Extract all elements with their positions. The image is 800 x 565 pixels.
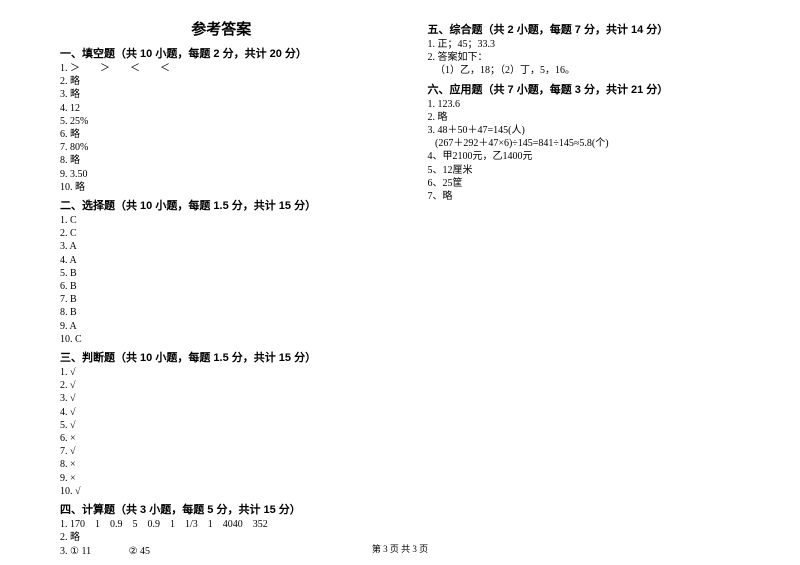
section-1-head: 一、填空题（共 10 小题，每题 2 分，共计 20 分）	[60, 45, 383, 61]
answer-line: 6. 略	[60, 128, 383, 141]
answer-line: 5. 25%	[60, 115, 383, 128]
answer-line: 2. √	[60, 379, 383, 392]
answer-line: 1. 123.6	[428, 98, 751, 111]
section-2-head: 二、选择题（共 10 小题，每题 1.5 分，共计 15 分）	[60, 197, 383, 213]
answer-line: 10. C	[60, 333, 383, 346]
section-4-head: 四、计算题（共 3 小题，每题 5 分，共计 15 分）	[60, 501, 383, 517]
answer-line: 5、12厘米	[428, 164, 751, 177]
answer-line: 2. 略	[428, 111, 751, 124]
answer-line: 6、25筐	[428, 177, 751, 190]
answer-line: 1. √	[60, 366, 383, 379]
answer-line: 7. √	[60, 445, 383, 458]
section-6-head: 六、应用题（共 7 小题，每题 3 分，共计 21 分）	[428, 81, 751, 97]
answer-line: 7. 80%	[60, 141, 383, 154]
answer-line: 4、甲2100元，乙1400元	[428, 150, 751, 163]
answer-line: 3. 48＋50＋47=145(人)	[428, 124, 751, 137]
answer-line: 2. C	[60, 227, 383, 240]
answer-line: 10. √	[60, 485, 383, 498]
answer-line: 7. B	[60, 293, 383, 306]
page-footer: 第 3 页 共 3 页	[0, 542, 800, 555]
answer-line: （1）乙，18；（2）丁，5，16。	[428, 64, 751, 77]
section-3-head: 三、判断题（共 10 小题，每题 1.5 分，共计 15 分）	[60, 349, 383, 365]
answer-line: 3. 略	[60, 88, 383, 101]
answer-line: 8. 略	[60, 154, 383, 167]
left-column: 参考答案 一、填空题（共 10 小题，每题 2 分，共计 20 分） 1. ＞ …	[60, 18, 383, 558]
answer-line: 4. √	[60, 406, 383, 419]
answer-line: 2. 答案如下：	[428, 51, 751, 64]
answer-line: (267＋292＋47×6)÷145=841÷145≈5.8(个)	[428, 137, 751, 150]
right-column: 五、综合题（共 2 小题，每题 7 分，共计 14 分） 1. 正；45；33.…	[428, 18, 751, 558]
answer-line: 2. 略	[60, 75, 383, 88]
answer-line: 8. ×	[60, 458, 383, 471]
answer-line: 9. ×	[60, 472, 383, 485]
answer-key-page: 参考答案 一、填空题（共 10 小题，每题 2 分，共计 20 分） 1. ＞ …	[0, 0, 800, 565]
answer-line: 9. A	[60, 320, 383, 333]
answer-line: 3. √	[60, 392, 383, 405]
answer-line: 5. B	[60, 267, 383, 280]
answer-line: 6. B	[60, 280, 383, 293]
answer-line: 9. 3.50	[60, 168, 383, 181]
answer-line: 4. 12	[60, 102, 383, 115]
answer-line: 1. 正；45；33.3	[428, 38, 751, 51]
answer-line: 4. A	[60, 254, 383, 267]
answer-line: 6. ×	[60, 432, 383, 445]
answer-line: 7、略	[428, 190, 751, 203]
section-5-head: 五、综合题（共 2 小题，每题 7 分，共计 14 分）	[428, 21, 751, 37]
answer-line: 1. 170 1 0.9 5 0.9 1 1/3 1 4040 352	[60, 518, 383, 531]
page-title: 参考答案	[60, 18, 383, 39]
answer-line: 8. B	[60, 306, 383, 319]
two-column-layout: 参考答案 一、填空题（共 10 小题，每题 2 分，共计 20 分） 1. ＞ …	[60, 18, 750, 558]
answer-line: 1. C	[60, 214, 383, 227]
answer-line: 10. 略	[60, 181, 383, 194]
answer-line: 5. √	[60, 419, 383, 432]
answer-line: 1. ＞ ＞ ＜ ＜	[60, 62, 383, 75]
answer-line: 3. A	[60, 240, 383, 253]
